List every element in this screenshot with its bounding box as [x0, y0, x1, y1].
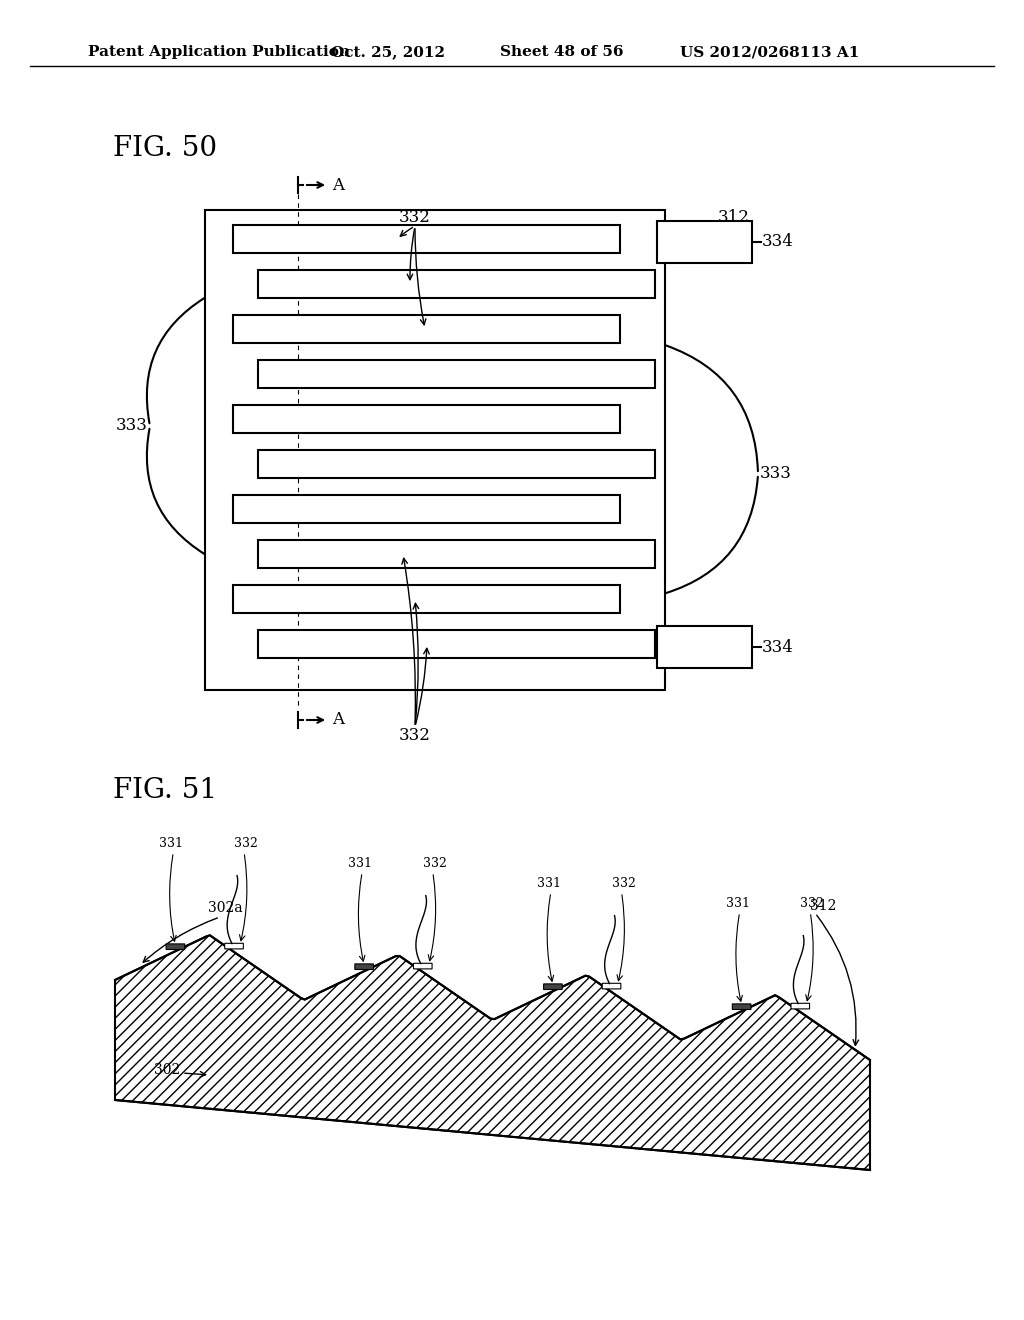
FancyBboxPatch shape — [791, 1003, 810, 1008]
Text: 331: 331 — [537, 876, 561, 890]
Bar — [233, 224, 620, 253]
FancyBboxPatch shape — [732, 1005, 751, 1010]
Text: 312: 312 — [718, 210, 750, 227]
Text: 331: 331 — [348, 857, 372, 870]
FancyBboxPatch shape — [414, 964, 432, 969]
Bar — [258, 271, 655, 298]
Text: 332: 332 — [801, 898, 824, 909]
Bar — [233, 495, 620, 523]
Text: A: A — [332, 177, 344, 194]
FancyBboxPatch shape — [355, 964, 374, 969]
Bar — [258, 540, 655, 568]
Text: Oct. 25, 2012: Oct. 25, 2012 — [331, 45, 445, 59]
Bar — [258, 450, 655, 478]
Text: 331: 331 — [160, 837, 183, 850]
Polygon shape — [115, 936, 870, 1170]
Text: FIG. 50: FIG. 50 — [113, 135, 217, 161]
Text: 332: 332 — [423, 857, 446, 870]
Text: US 2012/0268113 A1: US 2012/0268113 A1 — [680, 45, 860, 59]
Text: A: A — [332, 711, 344, 729]
Text: 331: 331 — [726, 898, 750, 909]
Bar — [233, 315, 620, 343]
Bar — [657, 220, 752, 263]
Text: 332: 332 — [399, 726, 431, 743]
FancyBboxPatch shape — [602, 983, 621, 989]
Text: FIG. 51: FIG. 51 — [113, 776, 217, 804]
Text: 332: 332 — [234, 837, 258, 850]
Bar — [233, 585, 620, 612]
Bar — [657, 626, 752, 668]
FancyBboxPatch shape — [544, 983, 562, 990]
Text: 333: 333 — [760, 466, 792, 483]
Bar — [258, 360, 655, 388]
Text: 302: 302 — [154, 1063, 180, 1077]
Bar — [258, 630, 655, 657]
Text: 333: 333 — [116, 417, 148, 434]
FancyBboxPatch shape — [166, 944, 184, 949]
Text: 332: 332 — [399, 210, 431, 227]
Text: 302a: 302a — [208, 902, 243, 915]
Bar — [233, 405, 620, 433]
Text: 312: 312 — [810, 899, 837, 913]
Text: 334: 334 — [762, 639, 794, 656]
Text: Patent Application Publication: Patent Application Publication — [88, 45, 350, 59]
Bar — [205, 210, 665, 690]
FancyBboxPatch shape — [224, 944, 244, 949]
Text: 334: 334 — [762, 234, 794, 251]
Text: 332: 332 — [611, 876, 636, 890]
Text: Sheet 48 of 56: Sheet 48 of 56 — [501, 45, 624, 59]
